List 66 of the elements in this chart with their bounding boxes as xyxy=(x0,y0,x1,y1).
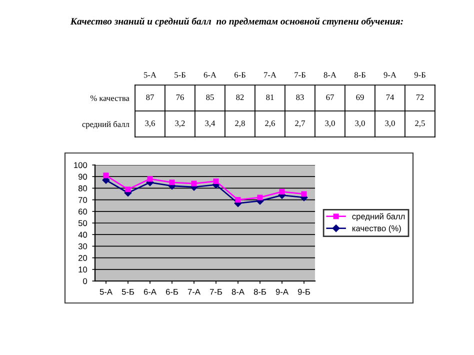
x-tick-label: 6-Б xyxy=(166,288,178,295)
text: 2,5 xyxy=(415,120,425,128)
x-tick-label: 7-А xyxy=(264,72,276,78)
text: 83 xyxy=(296,94,304,100)
y-tick-label: 40 xyxy=(78,232,88,238)
text: 2,8 xyxy=(235,120,245,128)
x-tick-label: 8-Б xyxy=(354,72,366,78)
text: 74 xyxy=(386,94,394,100)
text: 81 xyxy=(266,94,274,100)
x-tick-label: 6-Б xyxy=(234,72,246,78)
x-tick-label: 9-Б xyxy=(414,72,426,78)
text: 3,0 xyxy=(385,120,395,128)
text: 2,6 xyxy=(265,120,275,128)
point xyxy=(279,188,285,194)
x-tick-label: 9-А xyxy=(384,72,396,78)
point xyxy=(169,180,175,186)
x-tick-label: 5-А xyxy=(144,72,156,78)
x-tick-label: 7-Б xyxy=(294,72,306,78)
y-tick-label: 30 xyxy=(78,243,88,250)
text: 82 xyxy=(236,94,244,100)
text: 2,7 xyxy=(295,120,305,128)
text: 72 xyxy=(416,94,424,100)
x-tick-label: 6-А xyxy=(204,72,216,78)
text: 69 xyxy=(356,94,364,100)
chart-title: Качество знаний и средний балл по предметам основной ступени обучения: xyxy=(70,17,403,27)
x-tick-label: 9-Б xyxy=(298,288,310,295)
text: 76 xyxy=(176,94,184,100)
text: 3,2 xyxy=(175,120,185,128)
point xyxy=(301,191,307,197)
y-tick-label: 0 xyxy=(83,278,88,284)
y-tick-label: 50 xyxy=(78,220,88,226)
y-tick-label: 100 xyxy=(74,162,88,168)
y-tick-label: 80 xyxy=(78,185,88,192)
text: 85 xyxy=(206,94,214,100)
x-tick-label: 8-А xyxy=(324,72,336,78)
point xyxy=(257,194,263,200)
legend-label: средний балл xyxy=(352,213,405,221)
point xyxy=(235,197,241,203)
x-tick-label: 5-Б xyxy=(122,288,134,295)
y-tick-label: % качества xyxy=(90,95,130,101)
text: 3,0 xyxy=(355,120,365,128)
text: 3,4 xyxy=(205,120,216,128)
point xyxy=(125,186,131,192)
y-tick-label: 90 xyxy=(78,174,88,180)
y-tick-label: 10 xyxy=(78,266,88,272)
point xyxy=(147,176,153,182)
text: 3,0 xyxy=(325,120,335,128)
x-tick-label: 6-А xyxy=(144,288,156,295)
x-tick-label: 8-Б xyxy=(254,288,266,295)
y-tick-label: 20 xyxy=(78,255,88,261)
y-tick-label: средний балл xyxy=(82,121,130,129)
text: 67 xyxy=(326,94,334,100)
y-tick-label: 60 xyxy=(78,208,88,214)
point xyxy=(213,178,219,184)
x-tick-label: 5-Б xyxy=(174,72,186,78)
x-tick-label: 9-А xyxy=(276,288,288,295)
text: 87 xyxy=(146,94,154,100)
x-tick-label: 5-А xyxy=(100,288,112,295)
point xyxy=(191,180,197,186)
x-tick-label: 7-Б xyxy=(210,288,222,295)
text: 3,6 xyxy=(145,120,155,128)
x-tick-label: 7-А xyxy=(188,288,200,295)
point xyxy=(103,172,109,178)
legend-label: качество (%) xyxy=(352,225,401,233)
x-tick-label: 8-А xyxy=(232,288,244,295)
y-tick-label: 70 xyxy=(78,197,88,203)
